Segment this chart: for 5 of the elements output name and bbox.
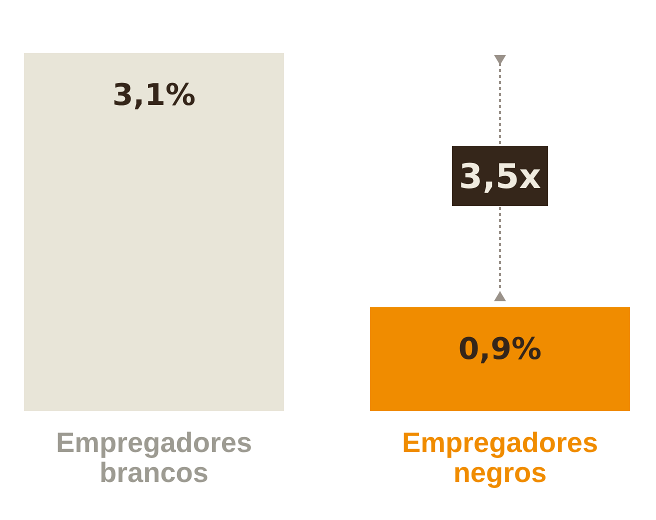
x-tick-label: Empregadores brancos xyxy=(56,427,252,488)
annotation: 3,5x xyxy=(458,157,542,198)
x-tick-label: Empregadores negros xyxy=(402,427,598,488)
data-label: 3,1% xyxy=(112,78,196,113)
data-label: 0,9% xyxy=(458,332,542,368)
